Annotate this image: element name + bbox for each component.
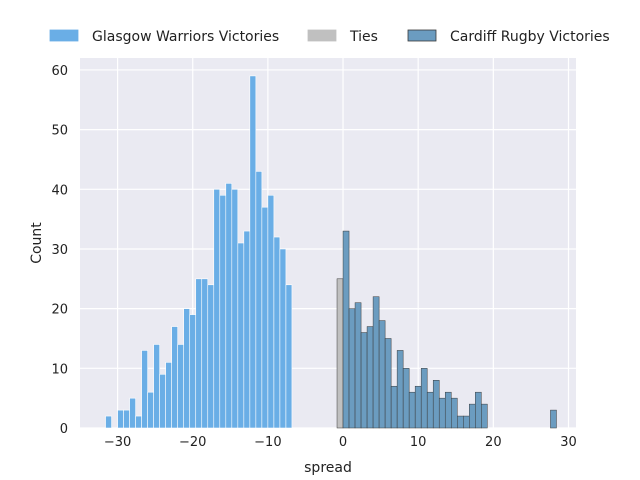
x-axis-label: spread: [304, 460, 352, 476]
histogram-bar: [360, 332, 368, 429]
histogram-bar: [463, 415, 470, 429]
histogram-bar: [153, 344, 160, 429]
y-tick-label: 0: [60, 422, 68, 437]
histogram-bar: [469, 403, 476, 429]
x-tick-label: 20: [485, 435, 502, 450]
histogram-bar: [432, 380, 440, 429]
legend: Glasgow Warriors Victories Ties Cardiff Ru…: [49, 29, 610, 45]
histogram-bar: [342, 230, 350, 429]
histogram-bar: [105, 415, 112, 429]
y-axis-ticks: 0 10 20 30 40 50 60: [51, 64, 68, 437]
histogram-bar: [414, 385, 422, 429]
histogram-bar: [426, 391, 434, 429]
x-tick-label: −20: [179, 435, 206, 450]
bars: [105, 75, 557, 429]
histogram-bar: [261, 206, 269, 429]
y-tick-label: 10: [51, 362, 68, 377]
histogram-bar: [384, 338, 392, 429]
histogram-bar: [285, 284, 293, 429]
histogram-bar: [237, 242, 245, 429]
x-tick-label: −30: [104, 435, 131, 450]
histogram-bar: [171, 326, 178, 429]
histogram-bar: [117, 409, 124, 429]
histogram-bar: [189, 314, 197, 429]
histogram-bar: [135, 415, 142, 429]
y-tick-label: 30: [51, 243, 68, 258]
y-tick-label: 40: [51, 183, 68, 198]
histogram-bar: [147, 391, 154, 429]
histogram-bar: [207, 284, 215, 429]
histogram-bar: [129, 397, 136, 429]
histogram-bar: [444, 391, 452, 429]
histogram-bar: [550, 409, 557, 429]
legend-label: Cardiff Rugby Victories: [450, 29, 610, 45]
histogram-bar: [219, 194, 227, 429]
histogram-bar: [390, 385, 398, 429]
x-tick-label: 10: [410, 435, 427, 450]
histogram-bar: [457, 415, 464, 429]
histogram-bar: [267, 194, 275, 429]
histogram-bar: [348, 308, 356, 429]
histogram-bar: [165, 362, 172, 429]
legend-swatch: [49, 29, 79, 42]
histogram-bar: [201, 278, 209, 429]
y-tick-label: 50: [51, 124, 68, 139]
legend-swatch: [307, 29, 337, 42]
histogram-bar: [336, 278, 344, 429]
histogram-bar: [481, 403, 488, 429]
histogram-bar: [402, 368, 410, 429]
histogram-bar: [213, 188, 221, 429]
histogram-bar: [243, 230, 251, 429]
histogram-bar: [255, 171, 263, 429]
histogram-bar: [438, 397, 446, 429]
y-tick-label: 60: [51, 64, 68, 79]
histogram-bar: [378, 320, 386, 429]
legend-swatch: [407, 29, 437, 42]
x-axis-ticks: −30 −20 −10 0 10 20 30: [104, 435, 577, 450]
histogram-bar: [183, 308, 191, 429]
histogram-bar: [354, 302, 362, 429]
histogram-bar: [225, 183, 233, 429]
histogram-bar: [123, 409, 130, 429]
histogram-bar: [420, 368, 428, 429]
histogram-bar: [408, 391, 416, 429]
legend-label: Ties: [349, 29, 378, 45]
x-tick-label: −10: [254, 435, 281, 450]
histogram-bar: [177, 344, 185, 429]
histogram-bar: [366, 326, 374, 429]
histogram-bar: [273, 236, 281, 429]
histogram-bar: [159, 373, 166, 429]
histogram-bar: [372, 296, 380, 429]
y-tick-label: 20: [51, 303, 68, 318]
y-axis-label: Count: [29, 222, 45, 264]
histogram-bar: [450, 397, 458, 429]
histogram-bar: [231, 188, 239, 429]
x-tick-label: 0: [339, 435, 347, 450]
histogram-bar: [249, 75, 257, 429]
legend-label: Glasgow Warriors Victories: [92, 29, 279, 45]
x-tick-label: 30: [560, 435, 577, 450]
histogram-bar: [279, 248, 287, 429]
histogram-bar: [475, 391, 482, 429]
histogram-bar: [195, 278, 203, 429]
histogram-bar: [141, 350, 148, 429]
histogram-bar: [396, 350, 404, 429]
